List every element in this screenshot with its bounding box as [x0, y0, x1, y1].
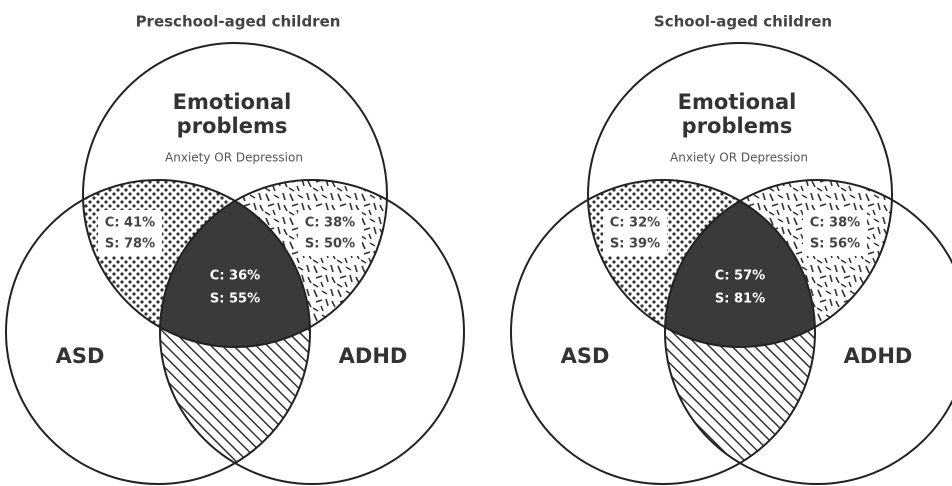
label-box: [98, 210, 162, 256]
circle-label: Emotional: [173, 90, 292, 114]
region-label: S: 81%: [715, 292, 765, 307]
label-box: [298, 210, 362, 256]
circle-label: ASD: [561, 344, 610, 368]
circle-outline: [664, 179, 952, 485]
circle-sublabel: Anxiety OR Depression: [165, 151, 303, 165]
region-label: S: 39%: [610, 237, 660, 252]
circle-label: ADHD: [339, 344, 408, 368]
region-label: C: 38%: [305, 216, 355, 231]
circle-outline: [159, 179, 465, 485]
circle-sublabel: Anxiety OR Depression: [670, 151, 808, 165]
circle-label: problems: [177, 114, 288, 138]
label-box: [803, 210, 867, 256]
panel-title: School-aged children: [654, 13, 832, 31]
region-label: C: 38%: [810, 216, 860, 231]
circle-outline: [587, 42, 893, 348]
circle-label: ADHD: [844, 344, 913, 368]
region-label: S: 50%: [305, 237, 355, 252]
circle-outline: [5, 179, 311, 485]
region-label: S: 78%: [105, 237, 155, 252]
panel-title: Preschool-aged children: [136, 13, 341, 31]
circle-outline: [82, 42, 388, 348]
region-label: C: 41%: [105, 216, 155, 231]
region-label: S: 55%: [210, 292, 260, 307]
circle-label: problems: [682, 114, 793, 138]
region-label: C: 36%: [210, 269, 260, 284]
region-label: C: 57%: [715, 269, 765, 284]
circle-label: Emotional: [678, 90, 797, 114]
label-box: [603, 210, 667, 256]
region-label: S: 56%: [810, 237, 860, 252]
circle-label: ASD: [56, 344, 105, 368]
circle-outline: [510, 179, 816, 485]
region-label: C: 32%: [610, 216, 660, 231]
venn-panel: Preschool-aged children Emotionalproblems…: [5, 13, 465, 485]
